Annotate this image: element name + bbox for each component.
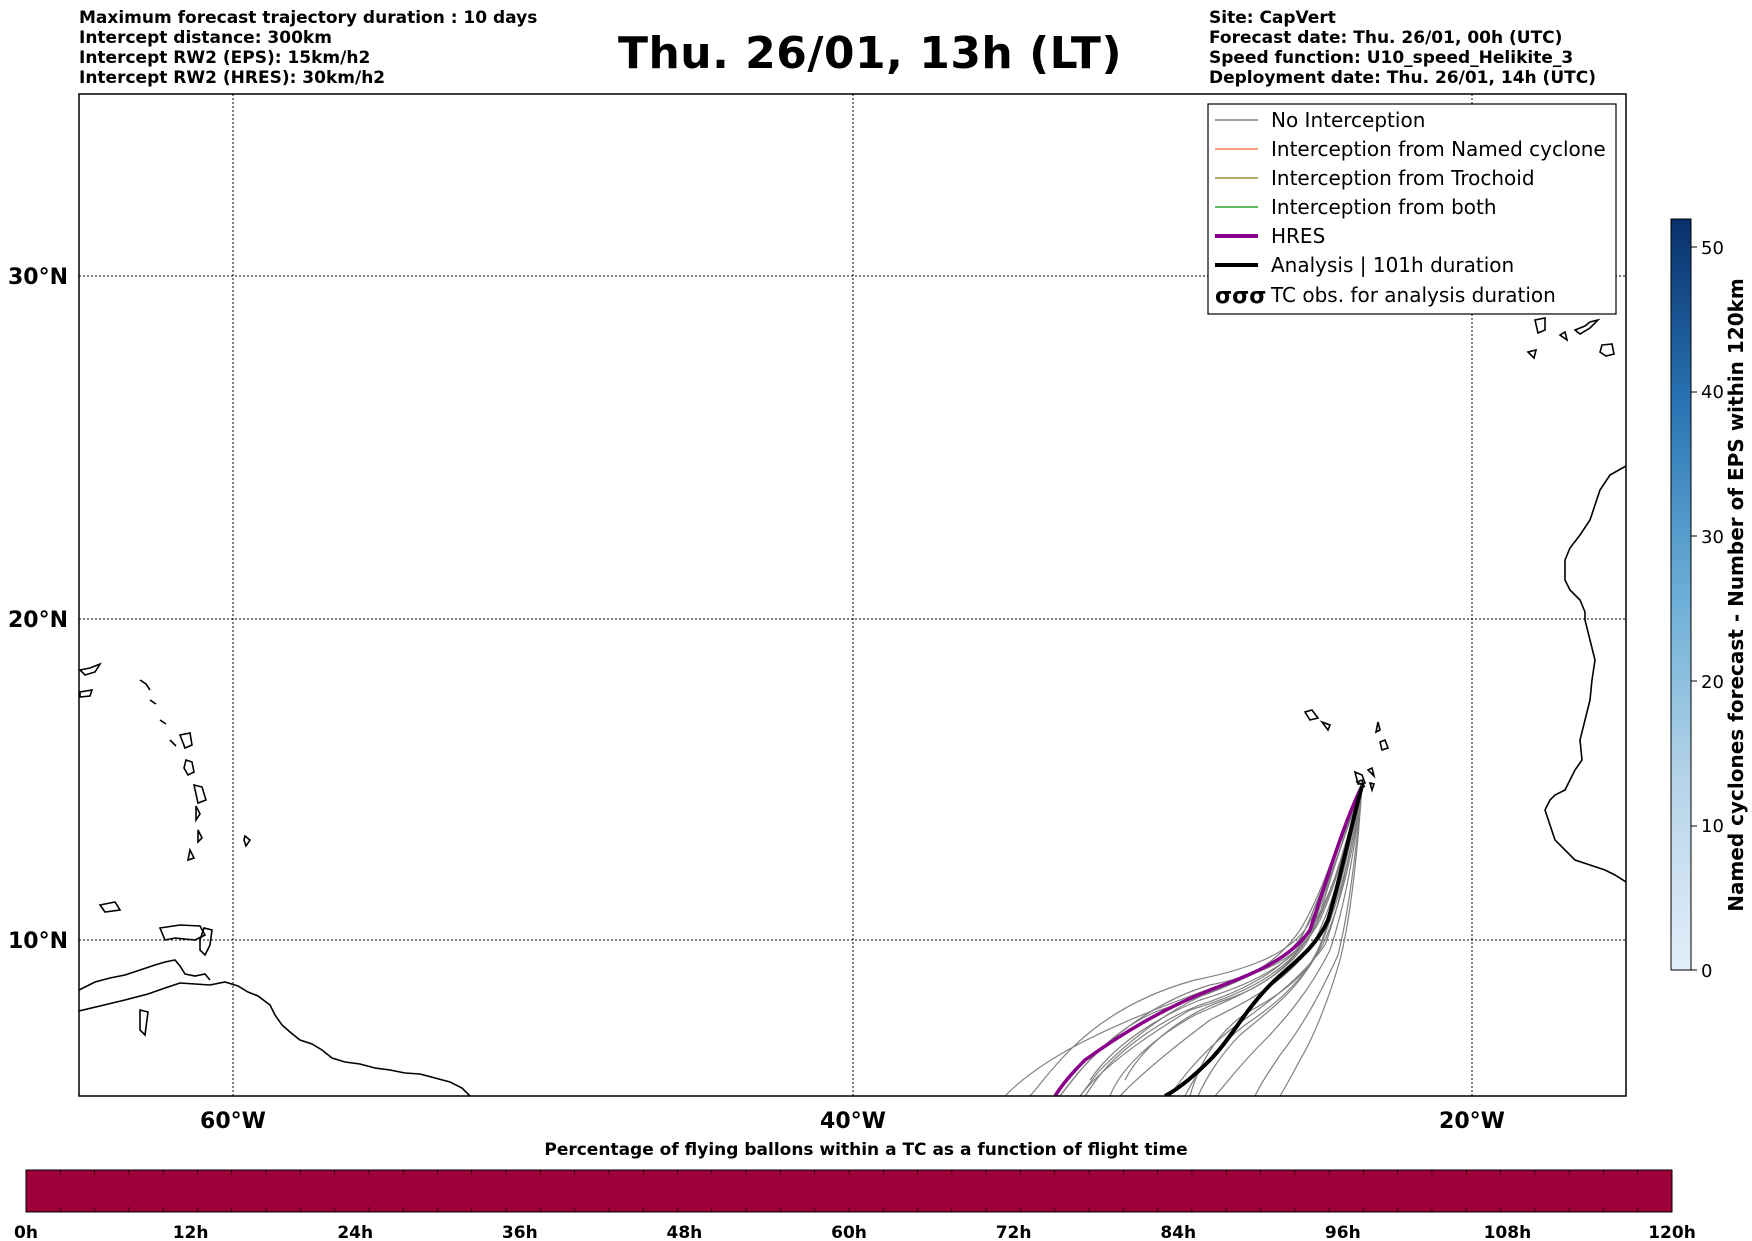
bottom-colorbar-tick-label: 0h	[14, 1223, 38, 1241]
legend-box	[1207, 103, 1617, 315]
bottom-colorbar-tick-label: 36h	[502, 1223, 538, 1241]
analysis-line	[1164, 785, 1364, 1096]
coast-island-7	[197, 829, 203, 844]
coast-island-11	[98, 901, 122, 913]
bottom-colorbar-tick-label: 96h	[1325, 1223, 1361, 1241]
header-max-duration: Maximum forecast trajectory duration : 1…	[79, 8, 538, 28]
coast-island-10	[139, 679, 177, 747]
trajectory-line	[1214, 785, 1363, 1096]
lat-label-10n: 10°N	[8, 929, 68, 954]
colorbar-tick-50: 50	[1701, 238, 1724, 259]
header-deployment-date: Deployment date: Thu. 26/01, 14h (UTC)	[1209, 68, 1596, 88]
colorbar-tick-30: 30	[1701, 527, 1724, 548]
header-left-block: Maximum forecast trajectory duration : 1…	[79, 8, 537, 88]
colorbar-right-gradient	[1670, 218, 1692, 971]
coast-venezuela-north	[79, 959, 211, 991]
header-intercept-eps: Intercept RW2 (EPS): 15km/h2	[79, 48, 371, 68]
colorbar-right-title: Named cyclones forecast - Number of EPS …	[1724, 278, 1748, 912]
bottom-colorbar-tick-label: 72h	[996, 1223, 1032, 1241]
page-title: Thu. 26/01, 13h (LT)	[617, 28, 1123, 79]
legend-label-no-interception: No Interception	[1271, 108, 1425, 132]
colorbar-tick-0: 0	[1701, 961, 1712, 982]
bottom-colorbar-minor-ticks	[59, 1170, 1639, 1212]
legend-label-both: Interception from both	[1271, 195, 1497, 219]
trajectory-line	[1254, 785, 1363, 1096]
lat-label-30n: 30°N	[8, 265, 68, 290]
legend-label-hres: HRES	[1271, 224, 1325, 248]
legend-label-analysis: Analysis | 101h duration	[1271, 253, 1514, 277]
header-site: Site: CapVert	[1209, 8, 1336, 28]
trajectory-line	[1084, 785, 1363, 1096]
bottom-colorbar-tick-label: 60h	[831, 1223, 867, 1241]
lon-label-20w: 20°W	[1439, 1109, 1505, 1134]
bottom-colorbar-tick-label: 108h	[1484, 1223, 1532, 1241]
coast-west-africa	[1544, 465, 1626, 883]
bottom-colorbar-tick-label: 84h	[1160, 1223, 1196, 1241]
bottom-colorbar-title: Percentage of flying ballons within a TC…	[544, 1140, 1187, 1160]
coast-island-2	[79, 688, 94, 698]
coast-island-6	[195, 805, 201, 823]
trajectory-line	[1119, 785, 1363, 1096]
lon-label-40w: 40°W	[820, 1109, 886, 1134]
coast-island-9	[243, 834, 252, 848]
colorbar-tick-10: 10	[1701, 816, 1724, 837]
trajectory-line	[1184, 785, 1363, 1096]
coast-canaries	[1526, 317, 1615, 360]
coastlines	[79, 317, 1626, 1096]
coast-cape-verde	[1303, 709, 1390, 793]
coast-trinidad-east	[158, 924, 207, 941]
header-intercept-distance: Intercept distance: 300km	[79, 28, 332, 48]
coast-island-4	[183, 758, 195, 777]
trajectory-analysis	[1164, 785, 1364, 1096]
coast-trinidad	[199, 927, 213, 957]
bottom-colorbar-tick-label: 24h	[337, 1223, 373, 1241]
legend-label-trochoid: Interception from Trochoid	[1271, 166, 1535, 190]
map-frame	[78, 93, 1627, 1097]
bottom-colorbar-tick-label: 120h	[1648, 1223, 1696, 1241]
header-intercept-hres: Intercept RW2 (HRES): 30km/h2	[79, 68, 386, 88]
lat-label-20n: 20°N	[8, 608, 68, 633]
hres-line	[1053, 785, 1364, 1096]
trajectory-line	[1059, 785, 1363, 1096]
trajectories-no-interception	[1004, 785, 1363, 1096]
trajectory-line	[1124, 785, 1363, 1081]
bottom-colorbar-tick-labels: 0h 12h 24h 36h 48h 60h 72h 84h 96h 108h 120h	[14, 1223, 1696, 1241]
trajectory-hres	[1053, 785, 1364, 1096]
trajectory-line	[1189, 785, 1363, 1096]
trajectory-line	[1279, 785, 1363, 1096]
colorbar-tick-20: 20	[1701, 672, 1724, 693]
coast-island-1	[79, 662, 102, 676]
colorbar-tick-40: 40	[1701, 382, 1724, 403]
coast-island-3	[178, 732, 193, 750]
legend-label-named-cyclone: Interception from Named cyclone	[1271, 137, 1606, 161]
coast-south-america	[79, 981, 471, 1096]
trajectory-line	[1029, 785, 1363, 1096]
lon-label-60w: 60°W	[200, 1109, 266, 1134]
header-right-block: Site: CapVert Forecast date: Thu. 26/01,…	[1209, 8, 1596, 88]
header-speed-function: Speed function: U10_speed_Helikite_3	[1209, 48, 1574, 68]
colorbar-right: 0 10 20 30 40 50 Named cyclones forecast…	[1670, 218, 1748, 982]
coast-island-8	[186, 847, 196, 862]
coast-island-5	[192, 783, 207, 805]
bottom-colorbar-bar	[25, 1169, 1673, 1213]
trajectory-line	[1197, 785, 1363, 1096]
bottom-colorbar-tick-label: 48h	[667, 1223, 703, 1241]
legend-label-tc-obs: TC obs. for analysis duration	[1270, 283, 1556, 307]
cyclone-symbol-icon: σσσ	[1215, 284, 1266, 309]
coast-island-12	[139, 1008, 149, 1037]
bottom-colorbar-tick-label: 12h	[173, 1223, 209, 1241]
legend: No Interception Interception from Named …	[1207, 103, 1617, 315]
header-forecast-date: Forecast date: Thu. 26/01, 00h (UTC)	[1209, 28, 1563, 48]
map-gridlines	[79, 94, 1626, 1096]
trajectory-line	[1004, 785, 1363, 1096]
